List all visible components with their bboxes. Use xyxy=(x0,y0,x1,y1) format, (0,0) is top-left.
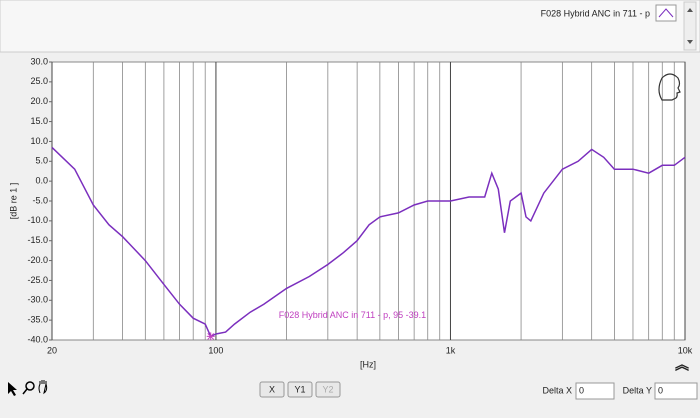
plot-area xyxy=(51,61,686,341)
y-tick-label: 15.0 xyxy=(30,116,48,126)
x-tick-label: 100 xyxy=(208,345,223,355)
y-tick-label: -15.0 xyxy=(27,235,48,245)
expand-icon[interactable]: ︽ xyxy=(675,357,689,373)
delta-x-field[interactable] xyxy=(575,382,615,400)
y-axis-label: [dB re 1 ] xyxy=(8,183,18,220)
axis-button[interactable] xyxy=(259,381,285,398)
cursor-marker xyxy=(206,332,215,341)
y-tick-label: 30.0 xyxy=(30,56,48,66)
cursor-label: F028 Hybrid ANC in 711 - p, 95 -39.1 xyxy=(279,310,426,320)
y-tick-label: 20.0 xyxy=(30,96,48,106)
zoom-tool[interactable] xyxy=(22,381,35,395)
delta-y-value: 0 xyxy=(658,385,663,395)
y-tick-label: -5.0 xyxy=(32,195,48,205)
axis-button[interactable] xyxy=(315,381,341,398)
series-line xyxy=(51,146,686,338)
scroll-arrows xyxy=(687,8,693,44)
y-tick-label: -10.0 xyxy=(27,215,48,225)
y-tick-label: -40.0 xyxy=(27,334,48,344)
delta-y-field[interactable] xyxy=(654,382,698,400)
head-icon xyxy=(658,73,681,101)
x-tick-label: 1k xyxy=(446,345,456,355)
legend-symbol xyxy=(658,8,674,18)
axis-button-label: Y2 xyxy=(322,384,333,394)
legend-label: F028 Hybrid ANC in 711 - p xyxy=(541,8,650,18)
axis-button-label: X xyxy=(269,384,275,394)
legend-swatch[interactable] xyxy=(655,4,677,22)
y-tick-label: -20.0 xyxy=(27,255,48,265)
axis-button[interactable] xyxy=(287,381,313,398)
pointer-tool[interactable] xyxy=(8,382,17,396)
y-tick-label: 5.0 xyxy=(35,156,48,166)
y-tick-label: -25.0 xyxy=(27,275,48,285)
x-axis-label: [Hz] xyxy=(360,359,376,369)
delta-y-label: Delta Y xyxy=(623,385,652,395)
x-tick-label: 20 xyxy=(47,345,57,355)
delta-x-label: Delta X xyxy=(542,385,572,395)
legend-panel xyxy=(0,0,700,53)
scrollbar[interactable] xyxy=(683,1,697,51)
y-tick-label: -30.0 xyxy=(27,295,48,305)
y-tick-label: -35.0 xyxy=(27,315,48,325)
axis-button-label: Y1 xyxy=(294,384,305,394)
delta-x-value: 0 xyxy=(579,385,584,395)
y-tick-label: 25.0 xyxy=(30,76,48,86)
pan-tool[interactable] xyxy=(38,380,48,395)
x-tick-label: 10k xyxy=(678,345,693,355)
y-tick-label: 10.0 xyxy=(30,136,48,146)
y-tick-label: 0.0 xyxy=(35,176,48,186)
